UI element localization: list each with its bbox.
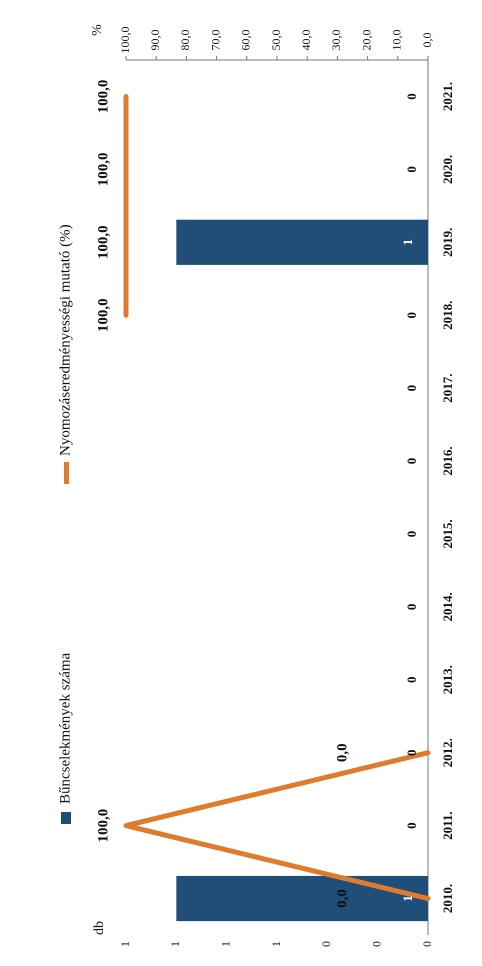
bar-value-label: 0 <box>404 749 419 756</box>
year-label: 2020. <box>440 155 455 184</box>
year-label: 2017. <box>440 374 455 403</box>
percent-tick-label: 100,0 <box>118 27 132 54</box>
bar <box>176 875 428 922</box>
percent-tick-label: 30,0 <box>329 30 343 51</box>
year-label: 2014. <box>440 592 455 621</box>
line-value-label: 0,0 <box>334 889 350 908</box>
percent-tick-label: 90,0 <box>148 30 162 51</box>
bar-value-label: 0 <box>404 93 419 100</box>
line-value-label: 100,0 <box>95 80 111 114</box>
line-value-label: 100,0 <box>95 809 111 843</box>
db-tick-label: 0 <box>420 941 434 947</box>
percent-tick-label: 70,0 <box>208 30 222 51</box>
db-tick-label: 1 <box>168 941 182 947</box>
percent-tick-label: 80,0 <box>178 30 192 51</box>
year-label: 2013. <box>440 665 455 694</box>
year-label: 2019. <box>440 228 455 257</box>
db-axis-label: db <box>92 921 107 935</box>
line-group <box>123 93 431 902</box>
year-label: 2018. <box>440 301 455 330</box>
percent-tick-label: 50,0 <box>269 30 283 51</box>
year-label: 2015. <box>440 519 455 548</box>
percent-tick-label: 0,0 <box>420 33 434 48</box>
year-label: 2011. <box>440 811 455 840</box>
bar-value-label: 0 <box>404 166 419 173</box>
line-value-label: 100,0 <box>95 225 111 259</box>
line-series-segment <box>123 750 431 902</box>
bar-value-label: 1 <box>400 239 415 246</box>
db-tick-label: 1 <box>269 941 283 947</box>
line-value-label: 0,0 <box>334 743 350 762</box>
bar-value-label: 1 <box>400 895 415 902</box>
axes-group: 0,010,020,030,040,050,060,070,080,090,01… <box>90 24 434 947</box>
year-label: 2016. <box>440 446 455 475</box>
percent-tick-label: 20,0 <box>359 30 373 51</box>
db-tick-label: 0 <box>319 941 333 947</box>
line-value-label: 100,0 <box>95 298 111 332</box>
percent-axis-label: % <box>90 24 105 36</box>
bar-value-label: 0 <box>404 458 419 465</box>
legend-label-bars: Bűncselekmények száma <box>57 652 73 804</box>
bar-value-label: 0 <box>404 312 419 319</box>
legend-group: Bűncselekmények száma Nyomozáseredményess… <box>57 224 73 824</box>
bar-value-label: 0 <box>404 385 419 392</box>
bar <box>176 219 428 265</box>
db-tick-label: 1 <box>218 941 232 947</box>
legend-swatch-line <box>64 462 69 484</box>
percent-tick-label: 10,0 <box>390 30 404 51</box>
year-label: 2010. <box>440 884 455 913</box>
bar-value-label: 0 <box>404 531 419 538</box>
percent-tick-label: 40,0 <box>299 30 313 51</box>
year-label: 2021. <box>440 82 455 111</box>
db-tick-label: 0 <box>369 941 383 947</box>
legend-label-line: Nyomozáseredményességi mutató (%) <box>57 224 73 456</box>
year-label: 2012. <box>440 738 455 767</box>
db-tick-label: 1 <box>118 941 132 947</box>
bar-value-label: 0 <box>404 677 419 684</box>
bar-value-label: 0 <box>404 822 419 829</box>
legend-swatch-bars <box>61 812 71 824</box>
labels-group: 2010. 2011. 2012. 2013. 2014. 2015. 2016. 2017.… <box>95 80 455 914</box>
bars-group <box>176 219 428 922</box>
line-value-label: 100,0 <box>95 153 111 187</box>
bar-value-label: 0 <box>404 604 419 611</box>
percent-tick-label: 60,0 <box>239 30 253 51</box>
